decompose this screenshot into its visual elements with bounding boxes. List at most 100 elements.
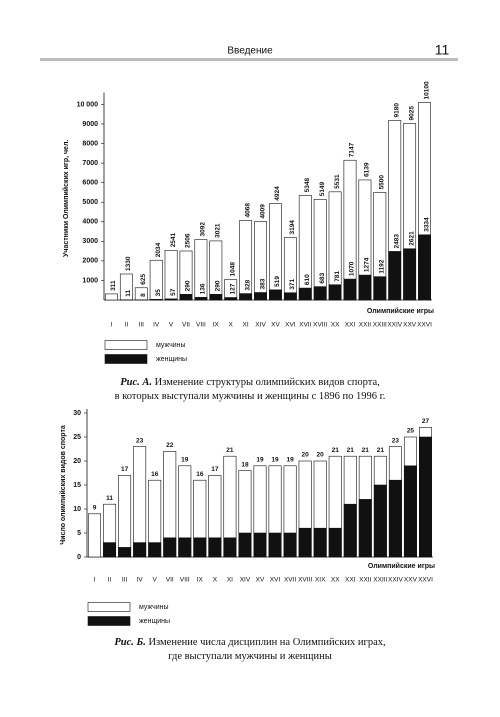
caption-label: Рис. Б. — [114, 637, 145, 648]
value-label: 136 — [200, 283, 207, 294]
value-label: 3021 — [215, 223, 222, 238]
value-label: 290 — [215, 280, 222, 291]
x-tick-label: XVI — [270, 577, 281, 584]
x-tick-label: XXV — [403, 322, 417, 329]
x-tick-label: XVI — [285, 322, 296, 329]
bar — [284, 533, 296, 557]
x-tick-label: VIII — [196, 322, 206, 329]
bar — [225, 298, 237, 300]
bar — [389, 251, 401, 300]
page-number: 11 — [435, 42, 450, 58]
bar — [314, 528, 326, 557]
x-tick-label: XVIII — [313, 322, 327, 329]
bar — [344, 279, 356, 300]
value-label: 3334 — [423, 217, 430, 232]
x-tick-label: V — [153, 577, 158, 584]
y-tick-label: 25 — [73, 434, 81, 441]
x-tick-label: V — [169, 322, 174, 329]
x-tick-label: III — [122, 577, 128, 584]
x-tick-label: XV — [271, 322, 280, 329]
bar — [299, 528, 311, 557]
bar — [404, 466, 416, 557]
value-label: 25 — [407, 428, 415, 435]
bar — [165, 299, 177, 300]
x-tick-label: XVIII — [298, 577, 312, 584]
caption-text: Изменение числа дисциплин на Олимпийских… — [148, 637, 385, 648]
y-tick-label: 3000 — [82, 238, 98, 245]
x-tick-label: IV — [137, 577, 144, 584]
x-tick-label: I — [111, 322, 113, 329]
x-tick-label: III — [139, 322, 145, 329]
bar — [149, 543, 161, 557]
legend-label: женщины — [156, 356, 187, 363]
y-tick-label: 1000 — [82, 277, 98, 284]
bar — [418, 235, 430, 300]
value-label: 5500 — [379, 175, 386, 190]
legend-swatch — [88, 603, 130, 612]
y-tick-label: 9000 — [82, 121, 98, 128]
value-label: 1330 — [125, 256, 132, 271]
x-tick-label: XIV — [240, 577, 251, 584]
y-tick-label: 10 — [73, 506, 81, 513]
bar — [314, 199, 326, 300]
x-tick-label: IX — [197, 577, 204, 584]
x-tick-label: XI — [243, 322, 249, 329]
value-label: 17 — [211, 466, 219, 473]
value-label: 21 — [377, 447, 385, 454]
bar — [209, 538, 221, 557]
value-label: 683 — [319, 272, 326, 283]
legend-label: женщины — [139, 618, 170, 625]
value-label: 4068 — [244, 203, 251, 218]
bar — [254, 533, 266, 557]
x-tick-label: II — [108, 577, 112, 584]
value-label: 371 — [289, 279, 296, 290]
y-tick-label: 7000 — [82, 160, 98, 167]
bar — [329, 528, 341, 557]
x-axis-label: Олимпийские игры — [367, 307, 434, 315]
caption: Рис. А. Изменение структуры олимпийских … — [120, 377, 380, 388]
bar — [103, 543, 115, 557]
caption-text: где выступали мужчины и женщины — [168, 651, 332, 662]
value-label: 19 — [181, 457, 189, 464]
value-label: 18 — [241, 461, 249, 468]
value-label: 2483 — [393, 234, 400, 249]
bar — [105, 294, 117, 300]
y-tick-label: 15 — [73, 482, 81, 489]
x-tick-label: XX — [331, 322, 340, 329]
value-label: 21 — [362, 447, 370, 454]
caption-label: Рис. А. — [120, 377, 152, 388]
bar — [419, 437, 431, 557]
value-label: 9025 — [408, 106, 415, 121]
caption-text: в которых выступали мужчины и женщины с … — [115, 391, 386, 402]
caption-text: Изменение структуры олимпийских видов сп… — [155, 377, 380, 388]
bar — [269, 533, 281, 557]
value-label: 5348 — [304, 178, 311, 193]
value-label: 20 — [302, 452, 310, 459]
value-label: 290 — [185, 280, 192, 291]
value-label: 1070 — [349, 261, 356, 276]
bar — [118, 547, 130, 557]
value-label: 9180 — [393, 103, 400, 118]
value-label: 781 — [334, 270, 341, 281]
value-label: 4924 — [274, 186, 281, 201]
value-label: 383 — [259, 278, 266, 289]
x-tick-label: XXVI — [418, 577, 433, 584]
bar — [404, 249, 416, 300]
bar — [180, 294, 192, 300]
value-label: 35 — [155, 289, 162, 297]
bar — [344, 504, 356, 557]
x-tick-label: IX — [213, 322, 220, 329]
value-label: 27 — [422, 418, 430, 425]
caption: в которых выступали мужчины и женщины с … — [115, 391, 386, 402]
value-label: 4009 — [259, 204, 266, 219]
value-label: 22 — [166, 442, 174, 449]
y-tick-label: 8000 — [82, 140, 98, 147]
x-tick-label: XXVI — [417, 322, 432, 329]
value-label: 8 — [140, 293, 147, 297]
value-label: 21 — [347, 447, 355, 454]
x-tick-label: VII — [166, 577, 174, 584]
value-label: 20 — [317, 452, 325, 459]
x-tick-label: XXI — [345, 577, 356, 584]
y-tick-label: 4000 — [82, 219, 98, 226]
header-rule — [40, 58, 458, 61]
